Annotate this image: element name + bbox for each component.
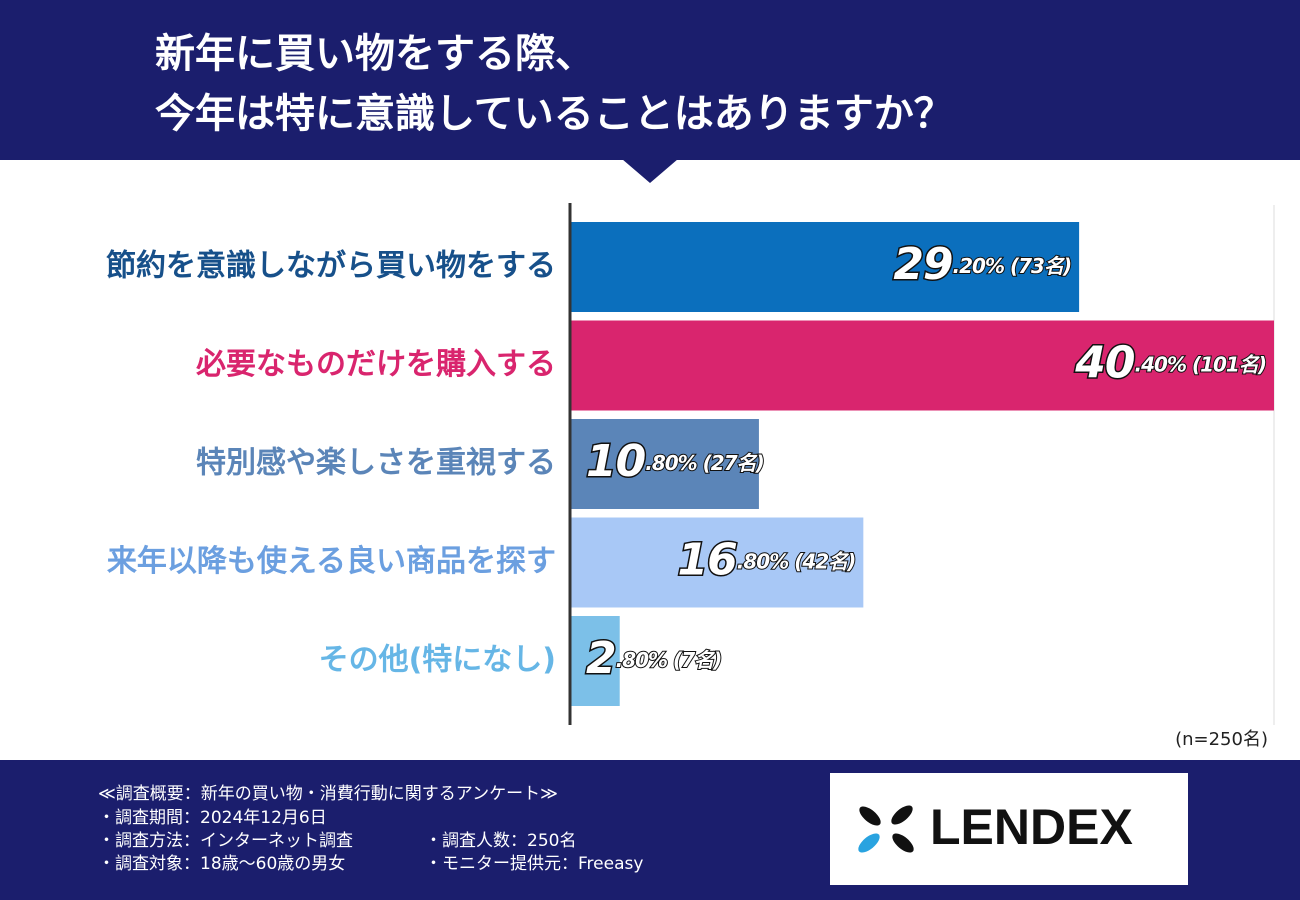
logo-icon bbox=[858, 805, 914, 853]
title-line: 今年は特に意識していることはありますか？ bbox=[155, 91, 954, 137]
bar bbox=[571, 419, 759, 509]
footer-heading: ≪調査概要：新年の買い物・消費行動に関するアンケート≫ bbox=[98, 784, 558, 804]
value-label: 16.80% (42名) bbox=[678, 535, 856, 586]
sample-note: (n=250名) bbox=[1175, 729, 1268, 750]
bar bbox=[571, 222, 1080, 312]
footer-item: ・調査人数：250名 bbox=[425, 831, 576, 851]
category-label: 節約を意識しながら買い物をする bbox=[106, 249, 556, 284]
category-label: 特別感や楽しさを重視する bbox=[196, 446, 556, 481]
bar bbox=[571, 517, 864, 608]
value-label: 40.40% (101名) bbox=[1074, 338, 1266, 389]
footer-item: ・調査期間：2024年12月6日 bbox=[98, 808, 327, 828]
category-label: 必要なものだけを購入する bbox=[196, 347, 556, 382]
category-label: その他(特になし) bbox=[319, 643, 556, 678]
bar bbox=[571, 616, 620, 706]
footer-item: ・モニター提供元：Freeasy bbox=[425, 854, 643, 874]
logo-text: LENDEX bbox=[930, 799, 1133, 855]
value-label: 2.80% (7名) bbox=[586, 633, 721, 684]
header-pointer bbox=[622, 159, 678, 183]
logo-box bbox=[830, 773, 1188, 885]
value-label: 10.80% (27名) bbox=[586, 436, 764, 487]
header-band bbox=[0, 0, 1300, 160]
plot: 節約を意識しながら買い物をする 29.20% (73名) 必要なものだけを購入する 4… bbox=[106, 222, 1274, 706]
footer-item: ・調査対象：18歳〜60歳の男女 bbox=[98, 854, 345, 874]
title-line: 新年に買い物をする際、 bbox=[155, 31, 595, 77]
bar bbox=[571, 320, 1274, 411]
footer-item: ・調査方法：インターネット調査 bbox=[98, 831, 353, 851]
value-label: 29.20% (73名) bbox=[893, 239, 1071, 290]
category-label: 来年以降も使える良い商品を探す bbox=[107, 544, 556, 579]
